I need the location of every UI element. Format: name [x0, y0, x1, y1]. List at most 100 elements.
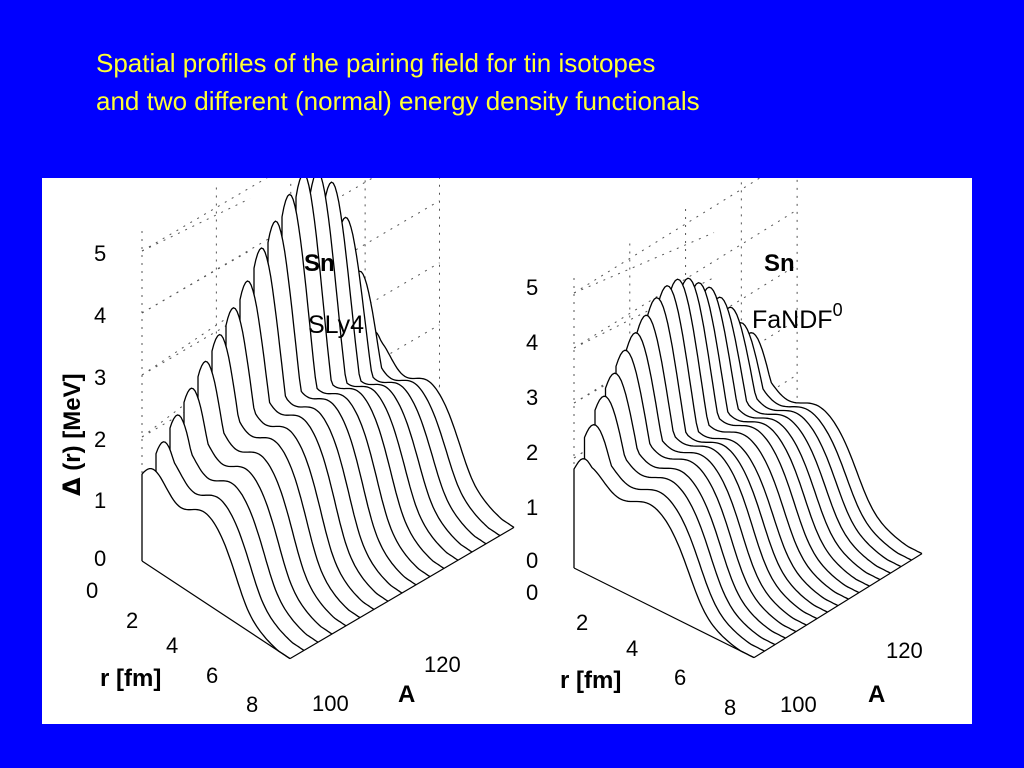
curve-fill — [212, 334, 360, 618]
z-tick: 3 — [94, 365, 106, 390]
y-tick: 2 — [576, 610, 588, 635]
profile-curve — [253, 247, 403, 594]
profile-curve — [225, 307, 375, 610]
profile-curve — [351, 270, 501, 537]
z-tick: 5 — [94, 241, 106, 266]
profile-curve — [688, 281, 870, 587]
curve-fill — [198, 361, 346, 626]
y-axis-label: r [fm] — [100, 665, 161, 692]
y-tick: 4 — [626, 636, 638, 661]
a-axis-line — [753, 553, 923, 659]
y-tick: 0 — [526, 580, 538, 605]
y-ticks-left: 0 2 4 6 8 — [86, 578, 258, 717]
profile-curve — [239, 280, 389, 602]
curve-fill — [142, 468, 290, 659]
y-tick: 4 — [166, 633, 178, 658]
profile-curve — [309, 178, 459, 561]
figure-svg: 5 4 3 2 1 0 0 2 4 6 8 100 120 A r [fm] Δ… — [58, 178, 923, 720]
y-tick: 2 — [126, 608, 138, 633]
curve-fill — [170, 415, 318, 643]
curve-fill — [721, 307, 901, 567]
grid-line — [573, 232, 715, 294]
profile-curve — [636, 314, 818, 620]
curves-right — [573, 277, 923, 659]
element-label: Sn — [764, 250, 795, 277]
y-tick: 6 — [206, 663, 218, 688]
z-tick: 2 — [526, 440, 538, 465]
z-ticks-right: 5 4 3 2 1 0 — [526, 275, 538, 573]
grid-line — [141, 178, 268, 252]
r-axis-line — [141, 560, 291, 660]
z-tick: 0 — [94, 546, 106, 571]
z-tick: 4 — [526, 330, 538, 355]
a-axis-line — [289, 526, 515, 660]
slide-title: Spatial profiles of the pairing field fo… — [96, 44, 700, 120]
element-label: Sn — [304, 250, 335, 277]
curve-fill — [156, 441, 304, 651]
profile-curve — [625, 331, 807, 626]
x-tick: 120 — [886, 638, 923, 663]
x-tick: 100 — [312, 691, 349, 716]
profile-curve — [720, 306, 902, 568]
curve-fill — [605, 373, 786, 639]
grid-line — [141, 198, 251, 252]
profile-curve — [741, 332, 923, 555]
functional-label: FaNDF0 — [752, 300, 843, 334]
profile-curve — [323, 181, 473, 553]
profile-curve — [573, 458, 755, 659]
curve-fill — [184, 388, 332, 634]
grid-line — [141, 302, 251, 376]
z-tick: 1 — [526, 495, 538, 520]
y-tick: 0 — [86, 578, 98, 603]
profile-curve — [281, 193, 431, 578]
profile-curve — [657, 284, 839, 607]
profile-curve — [267, 220, 417, 586]
profile-curve — [699, 286, 881, 581]
profile-curve — [295, 178, 445, 569]
surface-plot-fandf: 5 4 3 2 1 0 0 2 4 6 8 100 120 A r [fm] S… — [526, 178, 923, 720]
grid-line — [141, 200, 440, 376]
z-axis-label: Δ (r) [MeV] — [58, 373, 86, 496]
z-tick: 2 — [94, 427, 106, 452]
profile-curve — [583, 424, 765, 652]
profile-curve — [667, 278, 849, 600]
z-tick: 3 — [526, 385, 538, 410]
x-axis-label: A — [398, 681, 415, 708]
z-ticks-left: 5 4 3 2 1 0 — [94, 241, 106, 571]
surface-plot-sly4: 5 4 3 2 1 0 0 2 4 6 8 100 120 A r [fm] Δ… — [58, 178, 515, 717]
curve-fill — [595, 396, 775, 645]
title-line-2: and two different (normal) energy densit… — [96, 86, 700, 116]
y-tick: 8 — [246, 692, 258, 717]
r-axis-line — [573, 567, 755, 659]
y-ticks-right: 0 2 4 6 8 — [526, 580, 736, 720]
profile-curve — [183, 387, 333, 635]
y-tick: 6 — [674, 665, 686, 690]
profile-curve — [197, 360, 347, 627]
profile-curve — [155, 441, 305, 651]
z-tick: 5 — [526, 275, 538, 300]
profile-curve — [730, 322, 912, 561]
profile-curve — [646, 296, 828, 613]
profile-curve — [615, 349, 797, 633]
functional-label: SLy4 — [308, 311, 364, 339]
z-tick: 0 — [526, 548, 538, 573]
profile-curve — [169, 414, 319, 643]
profile-curve — [211, 333, 361, 619]
grid-line — [141, 250, 251, 314]
curves-left — [141, 178, 515, 660]
z-axis-label-text: (r) [MeV] — [59, 373, 86, 477]
curve-fill — [574, 458, 754, 658]
curve-fill — [731, 322, 912, 561]
profile-curve — [141, 467, 291, 660]
y-tick: 8 — [724, 695, 736, 720]
figure-panel: 5 4 3 2 1 0 0 2 4 6 8 100 120 A r [fm] Δ… — [42, 178, 972, 724]
profile-curve — [337, 216, 487, 545]
z-tick: 4 — [94, 303, 106, 328]
title-line-1: Spatial profiles of the pairing field fo… — [96, 48, 656, 78]
functional-name: FaNDF — [752, 306, 833, 334]
x-axis-label: A — [868, 681, 885, 708]
curve-fill — [352, 271, 500, 536]
y-axis-label: r [fm] — [560, 667, 621, 694]
z-tick: 1 — [94, 488, 106, 513]
x-tick: 120 — [424, 652, 461, 677]
